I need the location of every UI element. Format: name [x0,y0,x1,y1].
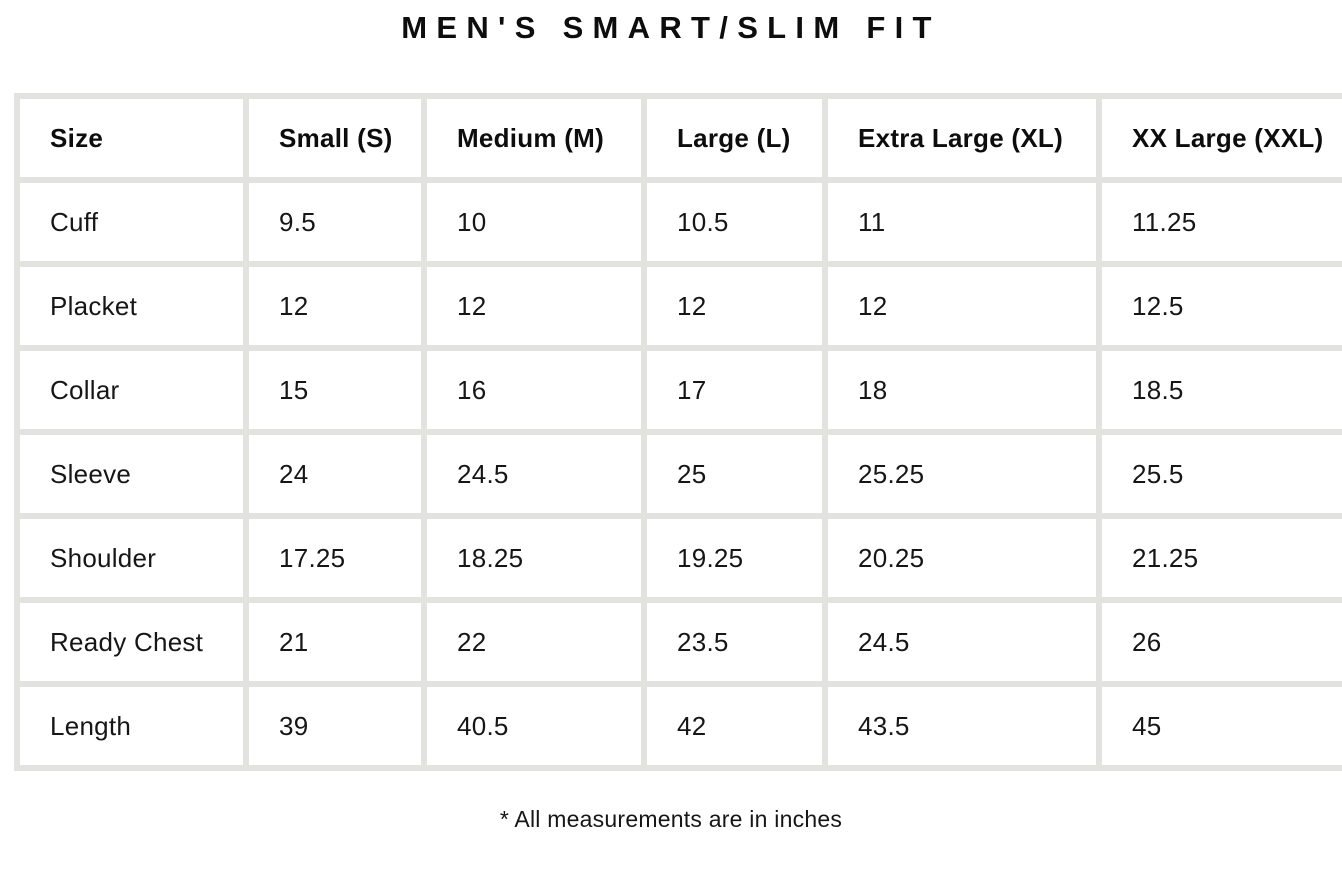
cell-shoulder-m: 18.25 [427,519,641,597]
cell-placket-xxl: 12.5 [1102,267,1342,345]
cell-collar-xl: 18 [828,351,1096,429]
header-cell-large: Large (L) [647,99,822,177]
header-cell-extra-large: Extra Large (XL) [828,99,1096,177]
row-label-placket: Placket [20,267,243,345]
row-label-collar: Collar [20,351,243,429]
cell-cuff-l: 10.5 [647,183,822,261]
cell-cuff-xxl: 11.25 [1102,183,1342,261]
cell-placket-xl: 12 [828,267,1096,345]
cell-placket-s: 12 [249,267,421,345]
cell-ready-chest-m: 22 [427,603,641,681]
size-chart-table: Size Small (S) Medium (M) Large (L) Extr… [14,93,1342,771]
cell-collar-m: 16 [427,351,641,429]
cell-collar-s: 15 [249,351,421,429]
cell-sleeve-l: 25 [647,435,822,513]
cell-sleeve-m: 24.5 [427,435,641,513]
cell-length-xl: 43.5 [828,687,1096,765]
header-cell-xx-large: XX Large (XXL) [1102,99,1342,177]
cell-length-s: 39 [249,687,421,765]
cell-ready-chest-xl: 24.5 [828,603,1096,681]
page-title: MEN'S SMART/SLIM FIT [401,10,941,45]
cell-sleeve-s: 24 [249,435,421,513]
cell-shoulder-xxl: 21.25 [1102,519,1342,597]
header-cell-medium: Medium (M) [427,99,641,177]
cell-ready-chest-s: 21 [249,603,421,681]
row-label-ready-chest: Ready Chest [20,603,243,681]
cell-shoulder-xl: 20.25 [828,519,1096,597]
row-label-shoulder: Shoulder [20,519,243,597]
measurements-footnote: * All measurements are in inches [499,806,843,832]
cell-shoulder-s: 17.25 [249,519,421,597]
cell-sleeve-xl: 25.25 [828,435,1096,513]
row-label-length: Length [20,687,243,765]
row-label-sleeve: Sleeve [20,435,243,513]
cell-cuff-s: 9.5 [249,183,421,261]
cell-length-m: 40.5 [427,687,641,765]
header-cell-size: Size [20,99,243,177]
cell-shoulder-l: 19.25 [647,519,822,597]
cell-ready-chest-xxl: 26 [1102,603,1342,681]
row-label-cuff: Cuff [20,183,243,261]
cell-cuff-m: 10 [427,183,641,261]
cell-placket-l: 12 [647,267,822,345]
header-cell-small: Small (S) [249,99,421,177]
cell-cuff-xl: 11 [828,183,1096,261]
cell-collar-l: 17 [647,351,822,429]
cell-length-xxl: 45 [1102,687,1342,765]
cell-ready-chest-l: 23.5 [647,603,822,681]
cell-length-l: 42 [647,687,822,765]
cell-placket-m: 12 [427,267,641,345]
cell-sleeve-xxl: 25.5 [1102,435,1342,513]
cell-collar-xxl: 18.5 [1102,351,1342,429]
